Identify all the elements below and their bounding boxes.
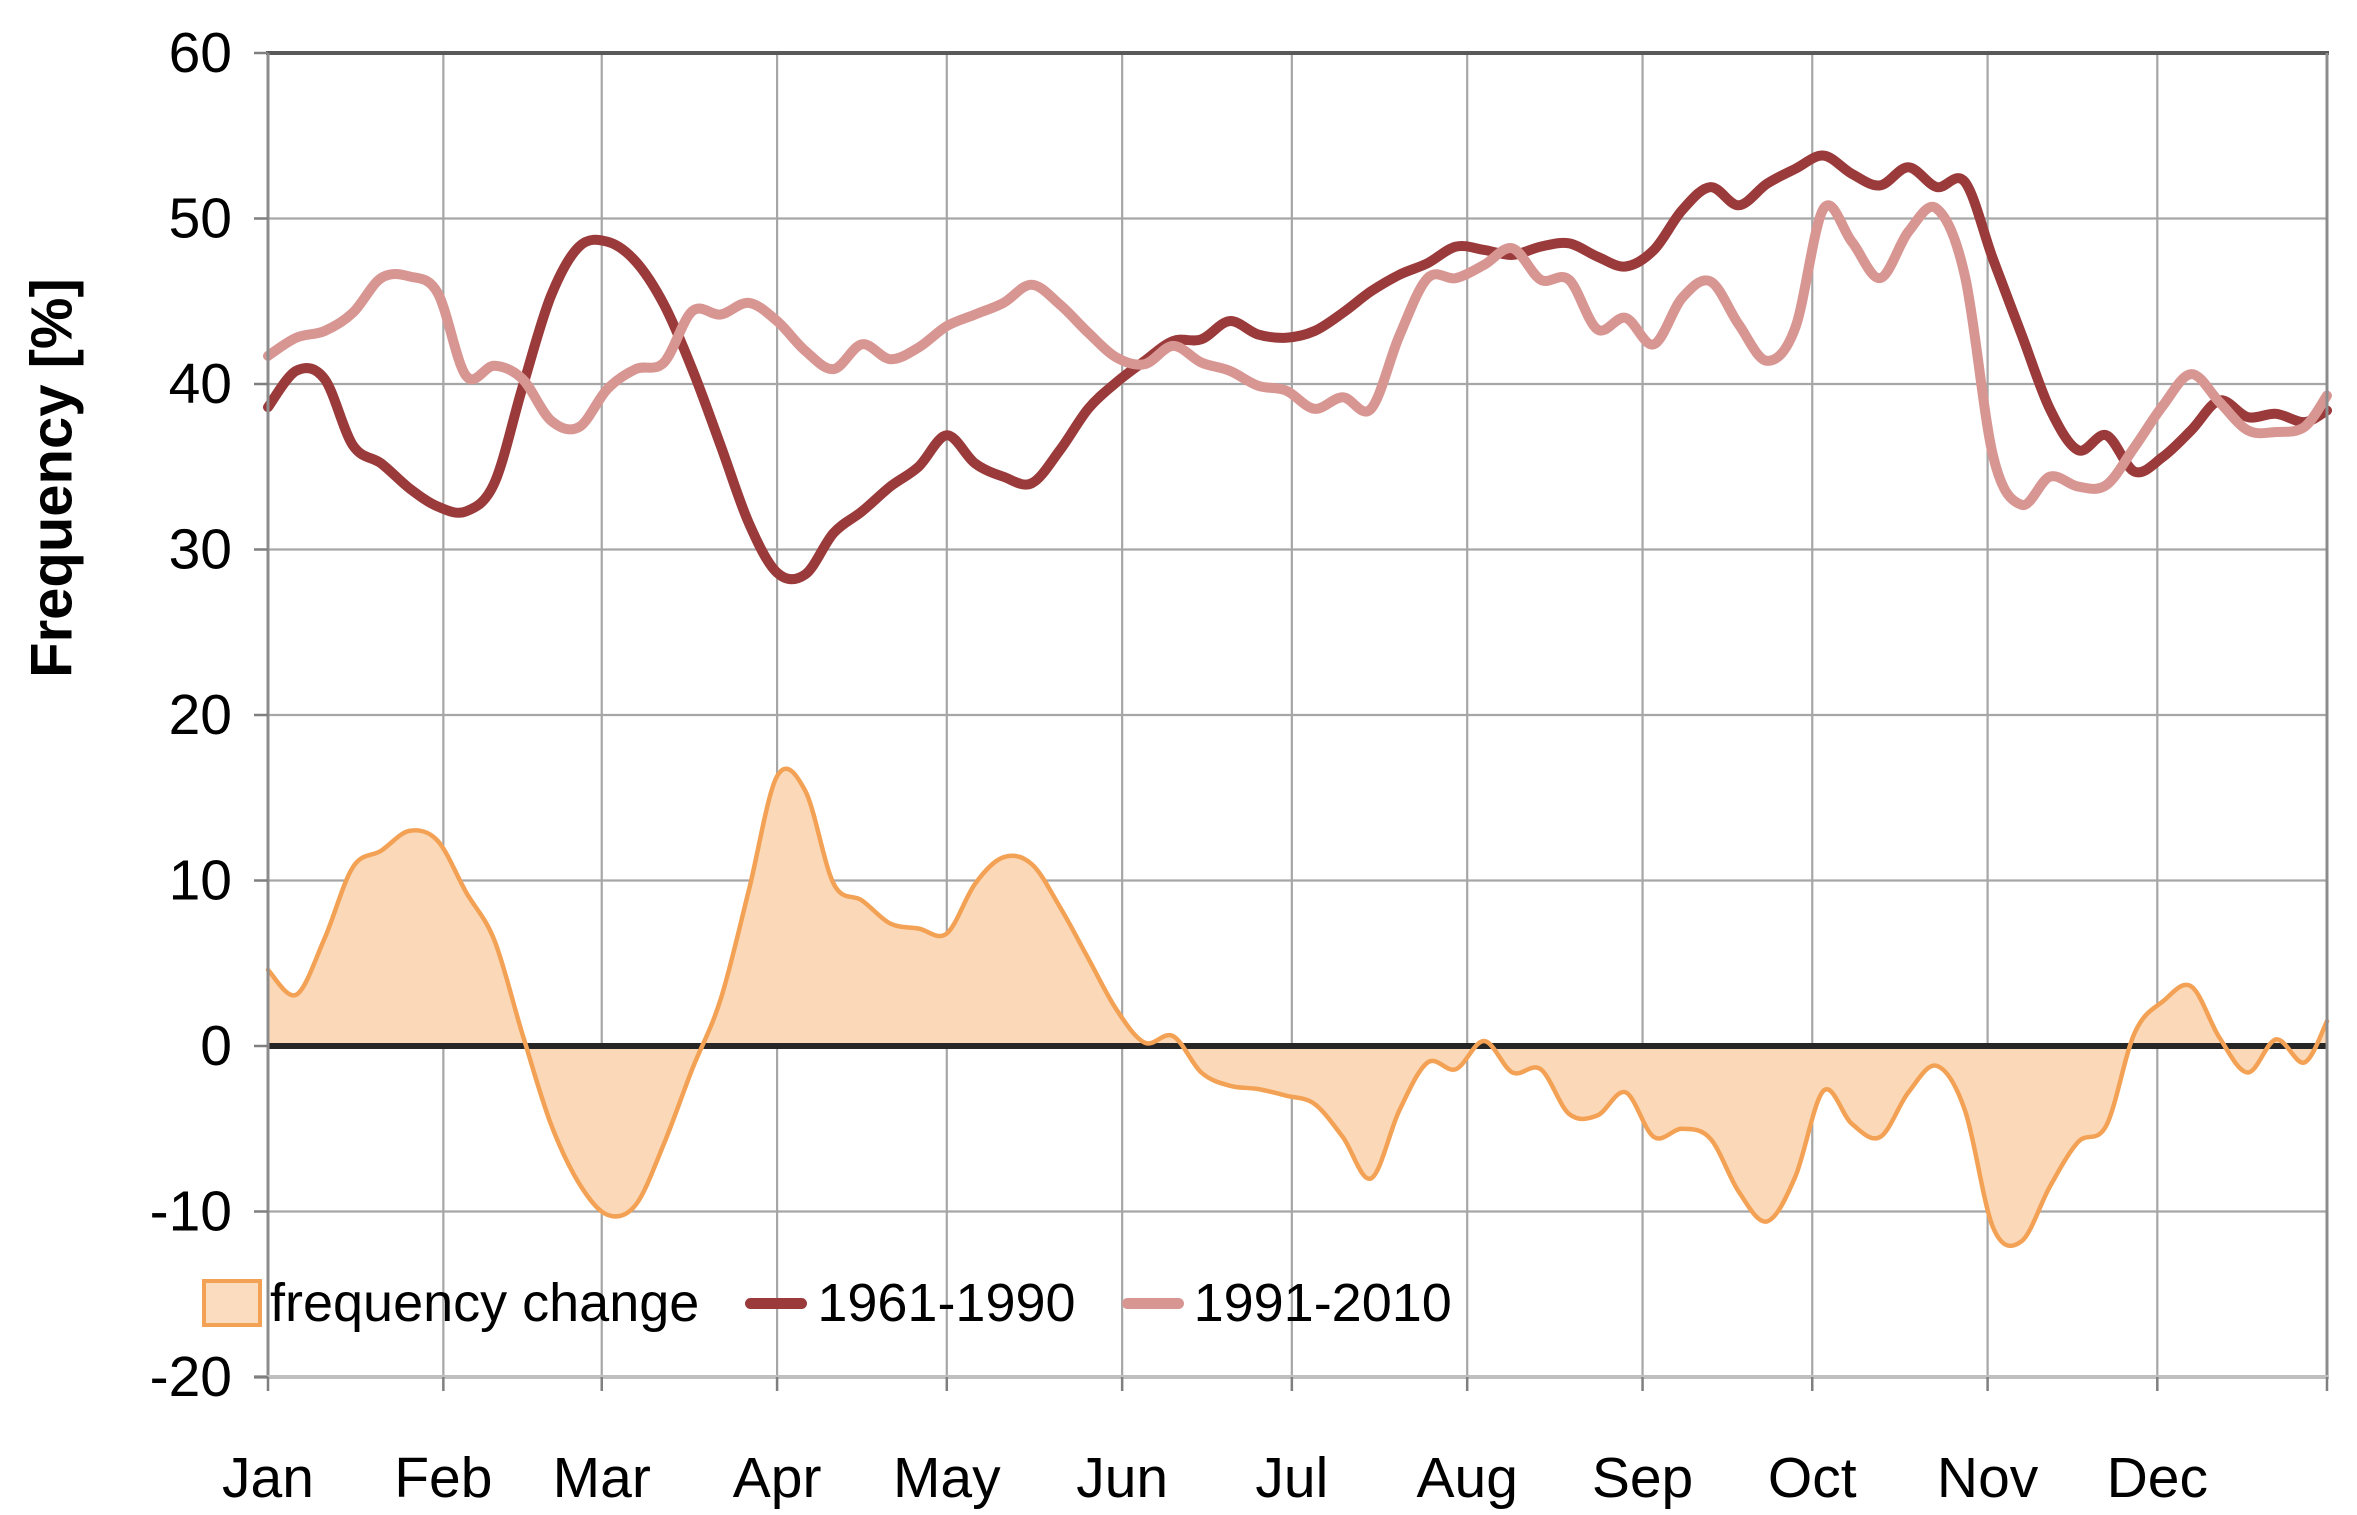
line-1991-2010 [263,200,2332,510]
legend-label: 1991-2010 [1193,1273,1452,1333]
x-tick-label: Aug [1416,1446,1517,1510]
pink-line-swatch-icon [1121,1297,1184,1309]
y-tick-label: 50 [169,187,232,251]
line-1961-1990 [263,150,2332,585]
x-tick-label: Oct [1768,1446,1857,1510]
y-tick-label: 20 [169,683,232,747]
legend-item-1961-1990: 1961-1990 [745,1272,1076,1334]
x-tick-label: Jul [1255,1446,1328,1510]
x-tick-label: Jun [1076,1446,1168,1510]
y-tick-label: 30 [169,518,232,582]
dark-line-swatch-icon [745,1297,808,1309]
y-tick-label: 10 [169,849,232,913]
x-tick-label: Nov [1937,1446,2039,1510]
x-tick-label: May [893,1446,1001,1510]
legend: frequency change 1961-1990 1991-2010 [202,1272,1452,1334]
y-axis-title: Frequency [%] [19,278,85,678]
area-swatch-icon [202,1279,262,1327]
x-tick-label: Mar [553,1446,651,1510]
x-tick-label: Sep [1592,1446,1693,1510]
x-tick-label: Jan [222,1446,314,1510]
x-tick-label: Feb [394,1446,492,1510]
legend-label: frequency change [270,1273,700,1333]
y-tick-label: 60 [169,21,232,85]
legend-item-1991-2010: 1991-2010 [1121,1272,1452,1334]
area-outline-frequency-change [265,766,2330,1249]
y-tick-label: -10 [150,1180,232,1244]
y-tick-label: 0 [200,1014,232,1078]
x-tick-label: Apr [733,1446,822,1510]
area-fill-frequency-change [268,768,2327,1246]
x-tick-label: Dec [2107,1446,2208,1510]
y-tick-label: -20 [150,1345,232,1409]
y-tick-label: 40 [169,352,232,416]
legend-item-frequency-change: frequency change [202,1272,699,1334]
legend-label: 1961-1990 [817,1273,1076,1333]
